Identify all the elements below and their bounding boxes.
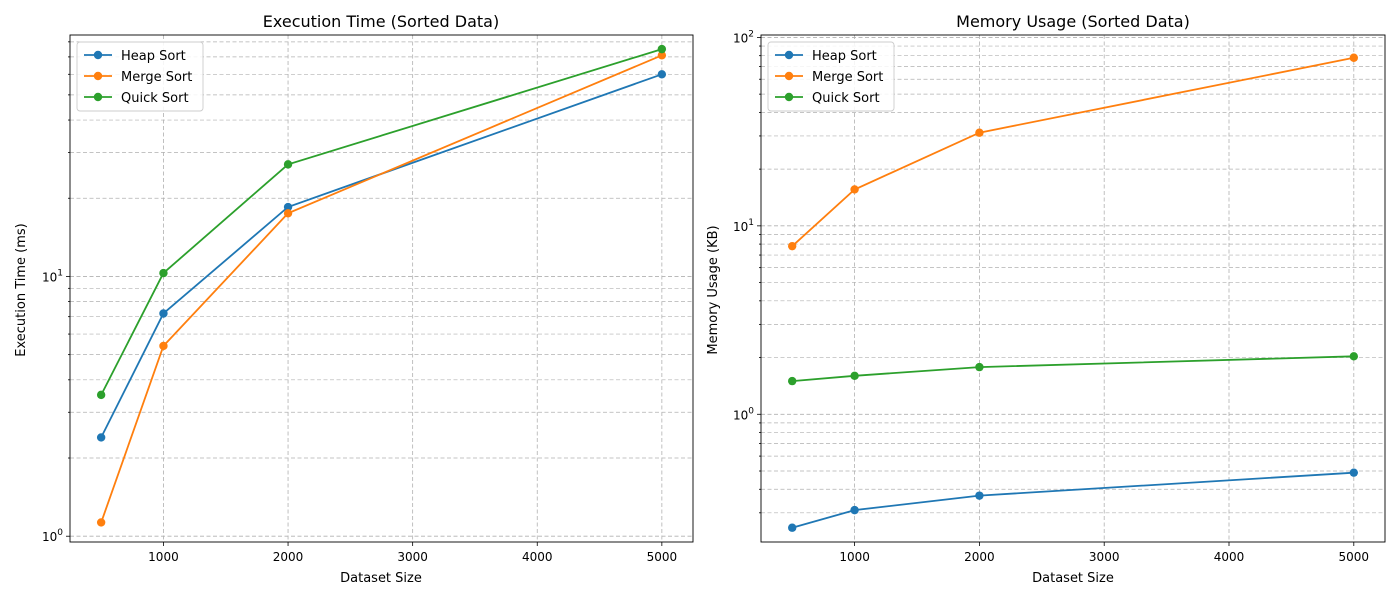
x-tick-label: 4000 — [522, 550, 553, 564]
legend-box — [767, 41, 895, 112]
data-point — [159, 309, 168, 318]
legend-label: Merge Sort — [812, 70, 883, 85]
data-point — [1349, 352, 1359, 361]
y-tick-label: 101 — [733, 218, 754, 234]
chart-title: Memory Usage (Sorted Data) — [956, 12, 1190, 31]
data-point — [975, 491, 984, 500]
x-tick-label: 2000 — [273, 550, 304, 564]
data-point — [96, 518, 106, 527]
plot-area-1: 1000 2000 3000 4000 5000 100 101 Heap Sort Merge… — [42, 34, 694, 564]
grid — [70, 35, 693, 542]
data-point — [788, 241, 797, 251]
series-quick-sort — [96, 44, 667, 400]
x-tick-label: 4000 — [1214, 550, 1245, 564]
chart-execution-time: Execution Time (Sorted Data) Dataset Siz… — [14, 12, 499, 586]
data-point — [96, 433, 106, 442]
series-merge-sort — [96, 51, 667, 527]
data-point — [657, 44, 667, 54]
legend-marker — [93, 92, 103, 102]
data-point — [850, 505, 859, 515]
x-axis-label: Dataset Size — [340, 571, 422, 586]
series-line — [792, 355, 1354, 382]
x-tick-label: 5000 — [1339, 550, 1370, 564]
data-point — [1349, 468, 1359, 477]
series-merge-sort — [788, 53, 1359, 251]
data-point — [657, 51, 667, 60]
legend-marker — [93, 50, 103, 60]
data-point — [283, 160, 293, 169]
y-tick-label: 100 — [733, 406, 754, 422]
data-point — [1349, 53, 1359, 62]
axes-frame — [760, 34, 1386, 543]
data-point — [657, 70, 667, 79]
legend: Heap Sort Merge Sort Quick Sort — [76, 41, 204, 112]
data-point — [159, 341, 168, 351]
x-tick-label: 5000 — [647, 550, 678, 564]
x-tick-label: 3000 — [397, 550, 428, 564]
series-line — [791, 471, 1354, 529]
data-point — [788, 376, 797, 386]
legend-label: Heap Sort — [121, 49, 186, 64]
data-point — [96, 390, 106, 400]
legend-label: Merge Sort — [121, 70, 192, 85]
x-axis-label: Dataset Size — [1032, 571, 1114, 586]
series-quick-sort — [788, 352, 1359, 386]
legend-marker — [93, 71, 103, 81]
y-tick-label: 101 — [42, 268, 63, 284]
series-line — [100, 54, 663, 523]
x-tick-label: 2000 — [964, 550, 995, 564]
plot-area-2: 1000 2000 3000 4000 5000 100 101 102 Heap Sort Me… — [733, 29, 1386, 564]
x-tick-label: 1000 — [839, 550, 870, 564]
data-point — [975, 128, 984, 137]
data-point — [850, 185, 859, 194]
series-heap-sort — [96, 70, 667, 442]
data-point — [788, 523, 797, 532]
grid — [761, 35, 1385, 542]
legend-label: Heap Sort — [812, 49, 877, 64]
data-point — [283, 202, 293, 212]
legend-marker — [784, 71, 794, 81]
chart-memory-usage: Memory Usage (Sorted Data) Dataset Size … — [706, 12, 1190, 586]
axes-frame — [69, 34, 694, 543]
data-point — [975, 362, 984, 372]
data-point — [850, 371, 859, 381]
legend-box — [76, 41, 204, 112]
series-line — [100, 48, 663, 396]
chart-title: Execution Time (Sorted Data) — [263, 12, 499, 31]
x-tick-label: 1000 — [148, 550, 179, 564]
y-axis-label: Memory Usage (KB) — [706, 225, 721, 354]
series-line — [100, 73, 663, 438]
y-tick-label: 100 — [42, 528, 63, 544]
y-tick-label: 102 — [733, 29, 754, 45]
y-axis-label: Execution Time (ms) — [14, 223, 29, 356]
data-point — [283, 209, 293, 218]
legend-label: Quick Sort — [121, 91, 189, 106]
x-tick-label: 3000 — [1089, 550, 1120, 564]
legend-marker — [784, 92, 794, 102]
data-point — [159, 268, 168, 278]
series-heap-sort — [788, 468, 1359, 532]
legend-label: Quick Sort — [812, 91, 880, 106]
legend-marker — [784, 50, 794, 60]
legend: Heap Sort Merge Sort Quick Sort — [767, 41, 895, 112]
series-line — [791, 56, 1354, 247]
